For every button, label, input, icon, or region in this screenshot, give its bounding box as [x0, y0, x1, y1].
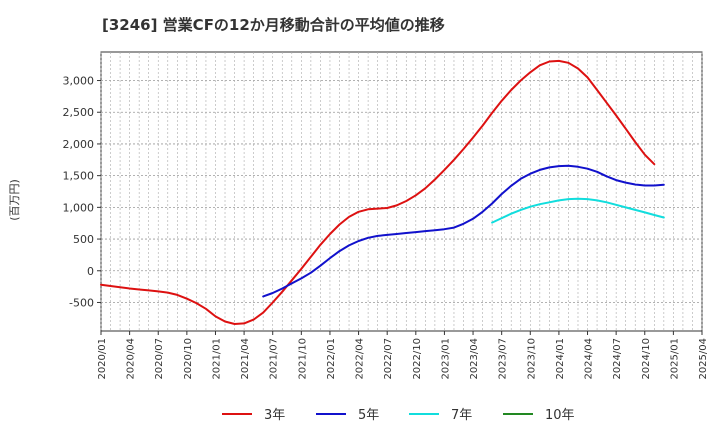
- legend-label-3: 10年: [545, 408, 575, 423]
- y-tick-label: 500: [73, 233, 94, 246]
- y-axis-label: (百万円): [8, 179, 21, 221]
- y-tick-label: 1,500: [63, 170, 95, 183]
- x-tick-label: 2023/04: [469, 338, 480, 380]
- legend-label-1: 5年: [358, 408, 379, 423]
- x-tick-label: 2024/10: [641, 338, 652, 380]
- series-line-0: [100, 59, 656, 325]
- x-tick-label: 2023/01: [440, 338, 451, 380]
- legend-label-2: 7年: [451, 408, 472, 423]
- series-line-1: [262, 164, 665, 298]
- x-tick-label: 2020/04: [126, 338, 137, 380]
- x-tick-label: 2021/07: [269, 338, 280, 380]
- x-tick-label: 2020/07: [154, 338, 165, 380]
- y-tick-label: 3,000: [63, 75, 95, 88]
- y-tick-label: 2,000: [63, 138, 95, 151]
- chart-title: [3246] 営業CFの12か月移動合計の平均値の推移: [102, 16, 445, 34]
- y-tick-label: 0: [87, 265, 94, 278]
- x-tick-label: 2020/01: [97, 338, 108, 380]
- axis-layer: -500 0 500 1,000 1,500 2,000 2,500 3,000 2020/01…: [63, 75, 710, 380]
- x-tick-label: 2022/04: [355, 338, 366, 380]
- y-tick-label: -500: [69, 296, 94, 309]
- x-tick-label: 2021/10: [297, 338, 308, 380]
- x-tick-label: 2020/10: [183, 338, 194, 380]
- x-tick-label: 2023/07: [498, 338, 509, 380]
- x-tick-label: 2022/01: [326, 338, 337, 380]
- legend-label-0: 3年: [264, 408, 285, 423]
- x-tick-label: 2025/04: [698, 338, 709, 380]
- x-tick-label: 2024/04: [584, 338, 595, 380]
- x-tick-label: 2021/04: [240, 338, 251, 380]
- grid-layer: [100, 51, 703, 332]
- x-tick-label: 2025/01: [669, 338, 680, 380]
- series-layer: [100, 59, 665, 325]
- x-tick-label: 2024/01: [555, 338, 566, 380]
- plot-area: [100, 51, 703, 332]
- x-tick-label: 2022/07: [383, 338, 394, 380]
- x-tick-label: 2024/07: [612, 338, 623, 380]
- y-tick-label: 2,500: [63, 106, 95, 119]
- y-tick-label: 1,000: [63, 201, 95, 214]
- x-tick-label: 2021/01: [211, 338, 222, 380]
- x-tick-label: 2022/10: [412, 338, 423, 380]
- legend: 3年 5年 7年 10年: [222, 408, 575, 423]
- x-tick-label: 2023/10: [526, 338, 537, 380]
- series-line-2: [491, 197, 665, 224]
